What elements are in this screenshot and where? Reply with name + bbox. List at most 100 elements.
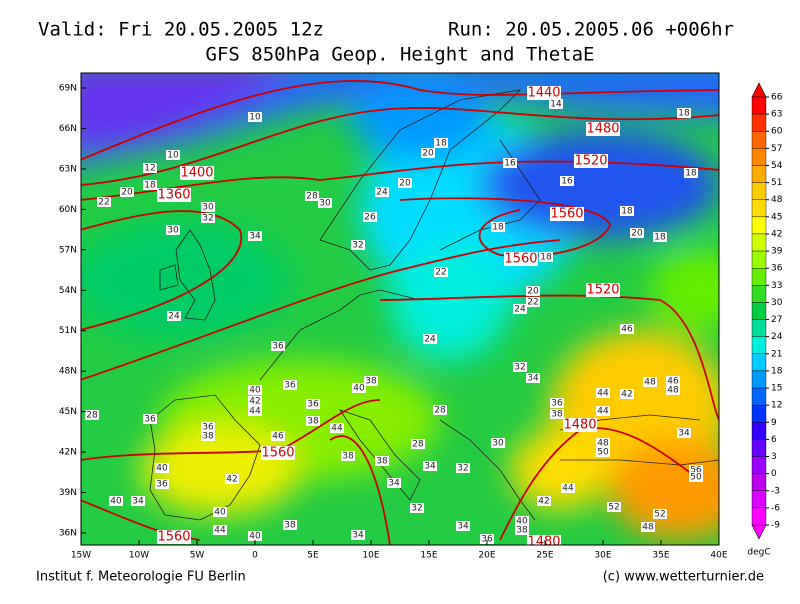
thetae-label: 36 <box>202 423 214 433</box>
thetae-label: 16 <box>561 177 573 187</box>
colorbar-label: 0 <box>771 469 777 479</box>
thetae-label-box <box>410 503 424 513</box>
colorbar-band <box>751 473 767 491</box>
height-label: 1560 <box>261 446 294 461</box>
thetae-label-box <box>201 202 215 212</box>
thetae-label-box <box>549 99 563 109</box>
thetae-label: 14 <box>550 100 562 110</box>
thetae-label: 32 <box>514 363 525 373</box>
thetae-label-box <box>305 191 319 201</box>
thetae-label-box <box>423 461 437 471</box>
thetae-label: 46 <box>667 377 679 387</box>
thetae-label: 48 <box>667 386 679 396</box>
height-label: 1400 <box>180 166 213 181</box>
lon-label: 15E <box>420 551 437 561</box>
colorbar-band <box>751 268 767 286</box>
thetae-label: 18 <box>685 169 697 179</box>
thetae-label-box <box>351 240 365 250</box>
colorbar-band <box>751 490 767 509</box>
lat-label: 36N <box>59 529 77 539</box>
thetae-label: 48 <box>597 439 609 449</box>
thetae-label: 32 <box>352 241 363 251</box>
map-title: GFS 850hPa Geop. Height and ThetaE <box>206 44 595 66</box>
colorbar-label: 27 <box>771 315 782 325</box>
thetae-label: 28 <box>306 192 318 202</box>
colorbar-label: 21 <box>771 349 782 359</box>
thetae-label: 52 <box>608 503 619 513</box>
footer-right: (c) www.wetterturnier.de <box>603 570 764 585</box>
height-label: 1560 <box>157 530 190 545</box>
thetae-label-box <box>643 377 657 387</box>
thetae-label: 28 <box>434 406 446 416</box>
thetae-label-box <box>561 483 575 493</box>
thetae-label: 36 <box>156 480 168 490</box>
colorbar-band <box>751 422 767 440</box>
height-label: 1480 <box>563 418 596 433</box>
thetae-label: 34 <box>132 497 144 507</box>
height-label-box <box>180 166 214 180</box>
thetae-label-box <box>456 521 470 531</box>
thetae-label-box <box>143 163 157 173</box>
lat-label: 48N <box>59 367 77 377</box>
footer-left: Institut f. Meteorologie FU Berlin <box>36 570 246 585</box>
colorbar-label: 51 <box>771 178 782 188</box>
thetae-label: 44 <box>331 424 343 434</box>
thetae-label: 34 <box>352 531 364 541</box>
thetae-label-box <box>537 496 551 506</box>
lat-label: 66N <box>59 124 77 134</box>
lon-label: 5W <box>190 551 205 561</box>
thetae-label-box <box>271 431 285 441</box>
thetae-label-box <box>201 431 215 441</box>
thetae-label-box <box>607 502 621 512</box>
thetae-label-box <box>550 398 564 408</box>
height-label-box <box>504 252 538 266</box>
colorbar-label: 3 <box>771 452 777 462</box>
colorbar-label: 66 <box>771 93 783 103</box>
colorbar-band <box>751 456 767 474</box>
colorbar-band <box>751 233 767 252</box>
colorbar-band <box>751 148 767 166</box>
thetae-label-box <box>306 399 320 409</box>
colorbar-band <box>751 439 767 457</box>
colorbar-band <box>751 113 767 132</box>
height-label: 1480 <box>586 122 619 137</box>
colorbar-label: 48 <box>771 195 783 205</box>
thetae-label: 40 <box>249 386 261 396</box>
thetae-label: 22 <box>435 268 446 278</box>
thetae-label-box <box>503 158 517 168</box>
lat-label: 39N <box>59 488 77 498</box>
thetae-label-box <box>387 478 401 488</box>
colorbar-label: 18 <box>771 366 783 376</box>
thetae-label: 38 <box>376 457 388 467</box>
thetae-label: 30 <box>202 203 214 213</box>
thetae-label: 18 <box>144 181 156 191</box>
thetae-label-box <box>480 534 494 544</box>
thetae-label: 34 <box>527 374 539 384</box>
thetae-label-box <box>689 472 703 482</box>
thetae-label: 30 <box>492 439 504 449</box>
height-label: 1560 <box>504 252 537 267</box>
lat-label: 42N <box>59 448 77 458</box>
colorbar-band <box>751 404 767 423</box>
thetae-label: 42 <box>538 497 549 507</box>
colorbar-band <box>751 387 767 406</box>
thetae-label-box <box>630 228 644 238</box>
thetae-label: 36 <box>272 342 284 352</box>
colorbar-band <box>751 353 767 372</box>
thetae-label: 48 <box>644 378 656 388</box>
thetae-label: 36 <box>307 400 319 410</box>
colorbar-label: 6 <box>771 435 777 445</box>
thetae-label: 42 <box>249 397 260 407</box>
thetae-label-box <box>596 388 610 398</box>
thetae-label-box <box>539 252 553 262</box>
map-area: 1440148015201560156014001360152014801560… <box>81 73 719 545</box>
thetae-label: 38 <box>284 521 296 531</box>
colorbar-band <box>751 216 767 235</box>
thetae-label-box <box>248 396 262 406</box>
thetae-label: 36 <box>481 535 493 545</box>
thetae-label: 44 <box>249 407 261 417</box>
thetae-label-box <box>248 231 262 241</box>
thetae-label: 40 <box>353 384 365 394</box>
height-label-box <box>574 154 608 168</box>
height-contours <box>81 80 719 545</box>
